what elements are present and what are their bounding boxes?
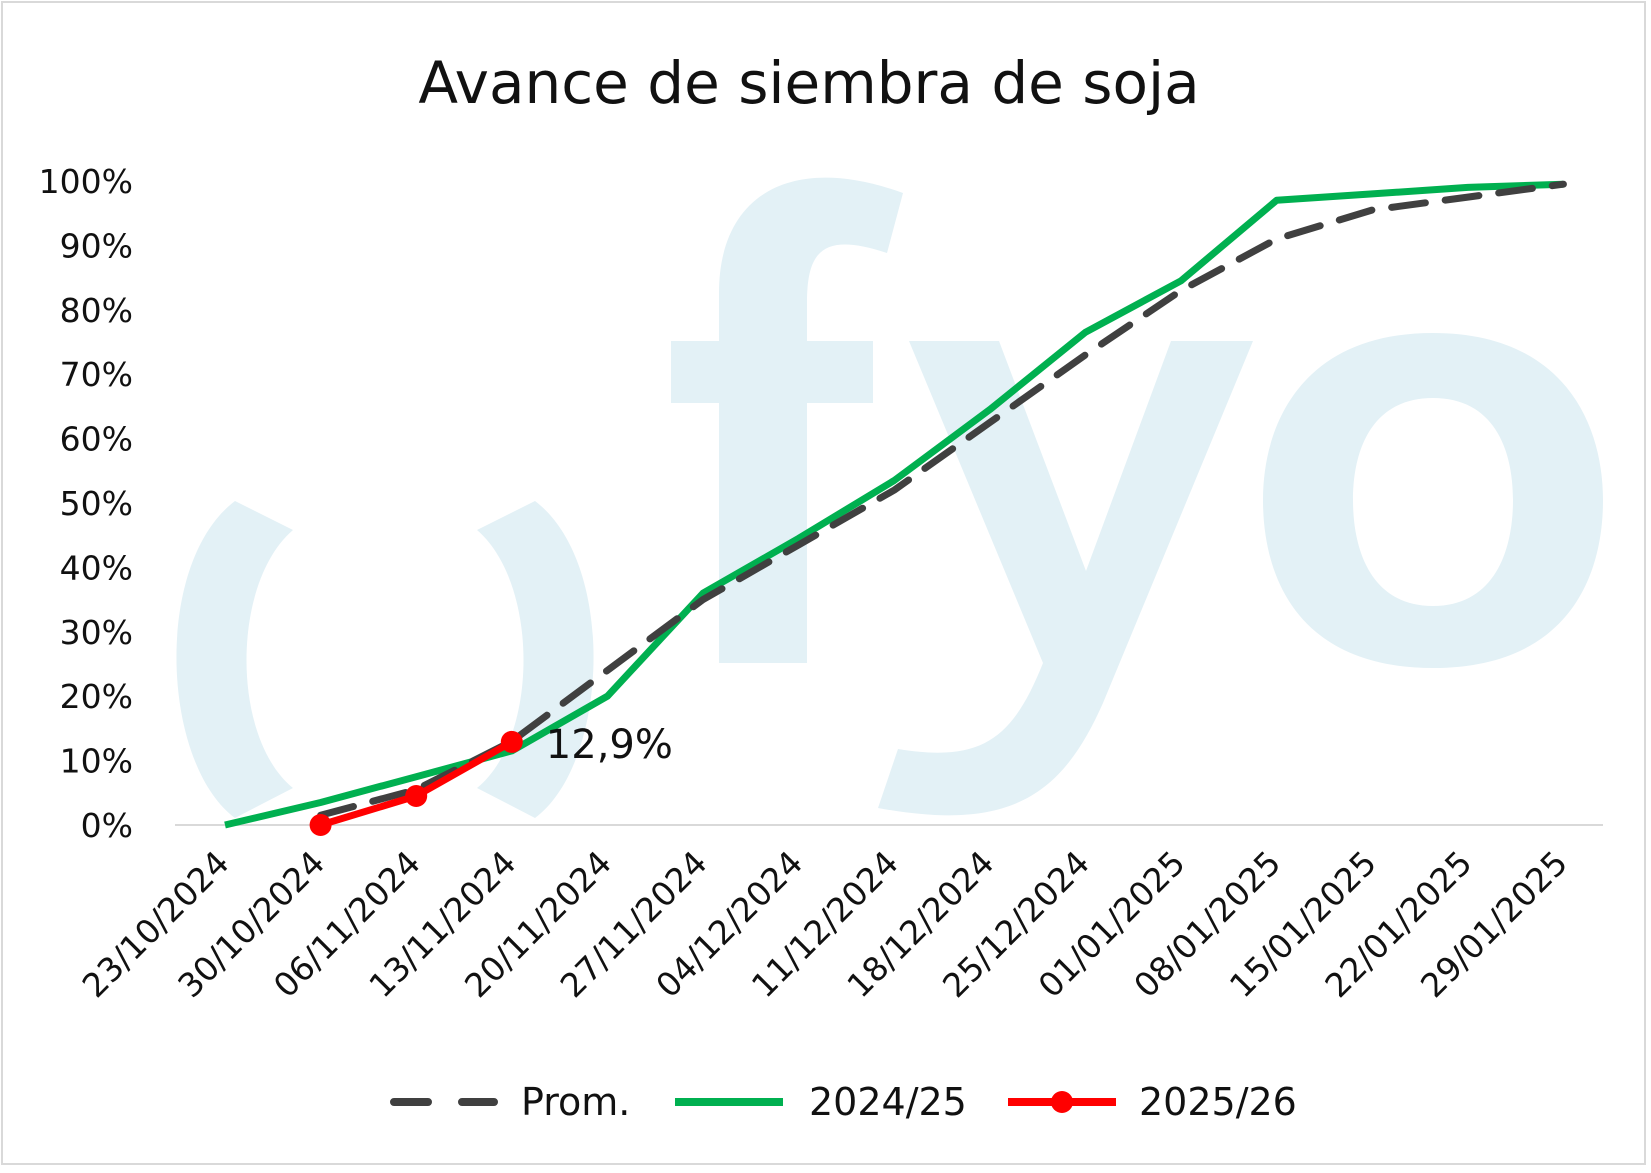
legend-item: 2024/25 bbox=[675, 1080, 967, 1124]
legend-label: Prom. bbox=[521, 1080, 630, 1124]
x-axis: 23/10/202430/10/202406/11/202413/11/2024… bbox=[75, 843, 1575, 1005]
legend-item: Prom. bbox=[390, 1080, 630, 1124]
data-point-marker bbox=[405, 785, 428, 808]
watermark-letter-y bbox=[878, 341, 1253, 816]
series-line-prom bbox=[317, 180, 1567, 819]
y-tick-label: 40% bbox=[60, 548, 133, 587]
y-tick-label: 10% bbox=[60, 742, 133, 781]
y-tick-label: 70% bbox=[60, 355, 133, 394]
data-label: 12,9% bbox=[546, 722, 673, 768]
y-tick-label: 60% bbox=[60, 420, 133, 459]
annotations: 12,9% bbox=[546, 722, 673, 768]
y-tick-label: 30% bbox=[60, 613, 133, 652]
watermark-letter-f bbox=[671, 177, 903, 663]
watermark-letter-o bbox=[1263, 333, 1603, 668]
y-tick-label: 20% bbox=[60, 677, 133, 716]
watermark-left-paren bbox=[176, 501, 293, 818]
y-axis: 0% 10% 20% 30% 40% 50% 60% 70% 80% 90% 100% bbox=[39, 162, 133, 845]
y-tick-label: 100% bbox=[39, 162, 133, 201]
watermark-right-paren bbox=[477, 501, 594, 818]
y-tick-label: 80% bbox=[60, 291, 133, 330]
legend: Prom. 2024/25 2025/26 bbox=[390, 1080, 1297, 1124]
watermark-logo bbox=[176, 177, 1603, 818]
chart: Avance de siembra de soja 0% 10% 20% 30% 40%… bbox=[39, 49, 1603, 1124]
series-line-2024-25 bbox=[224, 180, 1564, 829]
y-tick-label: 0% bbox=[81, 806, 133, 845]
plot-area bbox=[224, 180, 1567, 836]
chart-title: Avance de siembra de soja bbox=[418, 49, 1199, 117]
y-tick-label: 90% bbox=[60, 226, 133, 265]
legend-label: 2025/26 bbox=[1139, 1080, 1297, 1124]
legend-marker bbox=[1051, 1091, 1073, 1113]
data-point-marker bbox=[500, 730, 523, 753]
data-point-marker bbox=[309, 814, 332, 836]
legend-label: 2024/25 bbox=[809, 1080, 967, 1124]
y-tick-label: 50% bbox=[60, 484, 133, 523]
legend-item: 2025/26 bbox=[1008, 1080, 1297, 1124]
